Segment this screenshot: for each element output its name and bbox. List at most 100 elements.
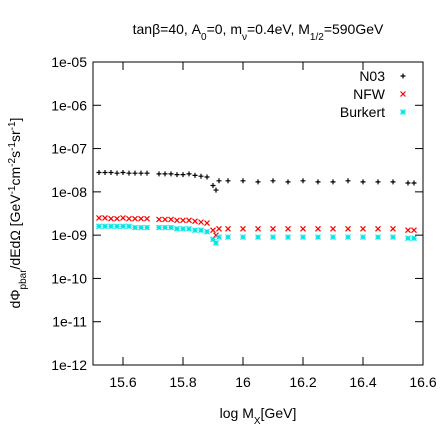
legend-label: Burkert	[340, 104, 385, 120]
data-point	[156, 171, 162, 177]
data-point	[216, 178, 222, 184]
data-point	[132, 224, 138, 231]
y-axis-label-part: -1	[7, 142, 18, 151]
data-point	[240, 234, 246, 241]
data-point	[108, 170, 114, 176]
data-point	[120, 170, 126, 176]
data-point	[240, 178, 246, 184]
data-point	[345, 178, 351, 184]
y-tick-label: 1e-08	[51, 184, 87, 200]
data-point	[315, 179, 321, 185]
data-point	[108, 215, 114, 222]
data-point	[174, 172, 180, 178]
data-point	[315, 234, 321, 241]
data-point	[180, 172, 186, 178]
data-point	[168, 224, 174, 231]
data-point	[114, 223, 120, 230]
data-point	[204, 220, 210, 227]
y-axis-label-part: dΦ	[7, 289, 23, 308]
data-point	[120, 223, 126, 230]
data-point	[270, 225, 276, 232]
chart-title: tanβ=40, A0=0, mν=0.4eV, M1/2=590GeV	[133, 21, 384, 43]
data-point	[102, 170, 108, 176]
data-point	[162, 216, 168, 223]
data-point	[390, 179, 396, 185]
data-point	[198, 227, 204, 234]
y-axis-label-part: pbar	[18, 269, 29, 290]
y-axis-label: dΦpbar/dEdΩ [GeV-1cm-2s-1sr-1]	[7, 118, 29, 309]
data-point	[405, 227, 411, 234]
x-tick-label: 16.4	[349, 374, 376, 390]
data-point	[300, 178, 306, 184]
data-point	[375, 225, 381, 232]
legend-marker	[400, 109, 406, 115]
data-point	[360, 234, 366, 241]
data-point	[186, 171, 192, 177]
data-point	[225, 234, 231, 241]
data-point	[405, 235, 411, 242]
y-axis-label-part: ]	[7, 118, 23, 122]
data-point	[213, 187, 219, 193]
x-axis-label-part: X	[254, 416, 261, 427]
data-point	[126, 170, 132, 176]
data-point	[156, 224, 162, 231]
x-tick-label: 15.8	[169, 374, 196, 390]
data-point	[192, 227, 198, 234]
data-point	[216, 225, 222, 232]
data-point	[114, 170, 120, 176]
data-point	[120, 214, 126, 221]
data-point	[255, 234, 261, 241]
y-tick-label: 1e-07	[51, 141, 87, 157]
data-point	[270, 234, 276, 241]
data-point	[192, 218, 198, 225]
data-point	[210, 227, 216, 234]
y-axis-label-part: s	[7, 151, 23, 158]
data-point	[285, 179, 291, 185]
data-point	[96, 223, 102, 230]
data-point	[225, 225, 231, 232]
data-point	[315, 225, 321, 232]
chart-title-part: ν	[242, 32, 247, 43]
data-point	[405, 180, 411, 186]
chart-title-part: =0.4eV, M	[247, 21, 310, 37]
x-tick-label: 15.6	[109, 374, 136, 390]
data-point	[345, 234, 351, 241]
y-tick-label: 1e-09	[51, 227, 87, 243]
data-point	[186, 225, 192, 232]
data-point	[180, 217, 186, 224]
data-point	[285, 234, 291, 241]
data-point	[138, 224, 144, 231]
data-point	[411, 227, 417, 234]
data-point	[216, 234, 222, 241]
legend-label: N03	[359, 68, 385, 84]
y-axis-label-part: /dEdΩ [GeV	[7, 194, 23, 270]
data-point	[240, 225, 246, 232]
data-point	[174, 217, 180, 224]
data-point	[360, 225, 366, 232]
data-point	[330, 225, 336, 232]
data-point	[210, 236, 216, 243]
data-point	[270, 178, 276, 184]
legend-marker	[400, 73, 406, 79]
y-tick-label: 1e-05	[51, 54, 87, 70]
y-axis-label-part: -1	[7, 121, 18, 130]
chart-title-part: 1/2	[310, 32, 324, 43]
y-axis-label-part: -2	[7, 157, 18, 166]
data-point	[213, 240, 219, 246]
data-point	[144, 170, 150, 176]
data-point	[210, 183, 216, 189]
data-point	[168, 171, 174, 177]
x-tick-label: 16.2	[289, 374, 316, 390]
data-point	[198, 173, 204, 179]
data-point	[300, 225, 306, 232]
x-tick-label: 16.6	[409, 374, 436, 390]
data-point	[114, 215, 120, 222]
data-point	[204, 174, 210, 180]
data-point	[375, 179, 381, 185]
data-point	[390, 225, 396, 232]
data-point	[360, 179, 366, 185]
data-point	[255, 179, 261, 185]
data-point	[102, 223, 108, 230]
legend-label: NFW	[353, 86, 386, 102]
